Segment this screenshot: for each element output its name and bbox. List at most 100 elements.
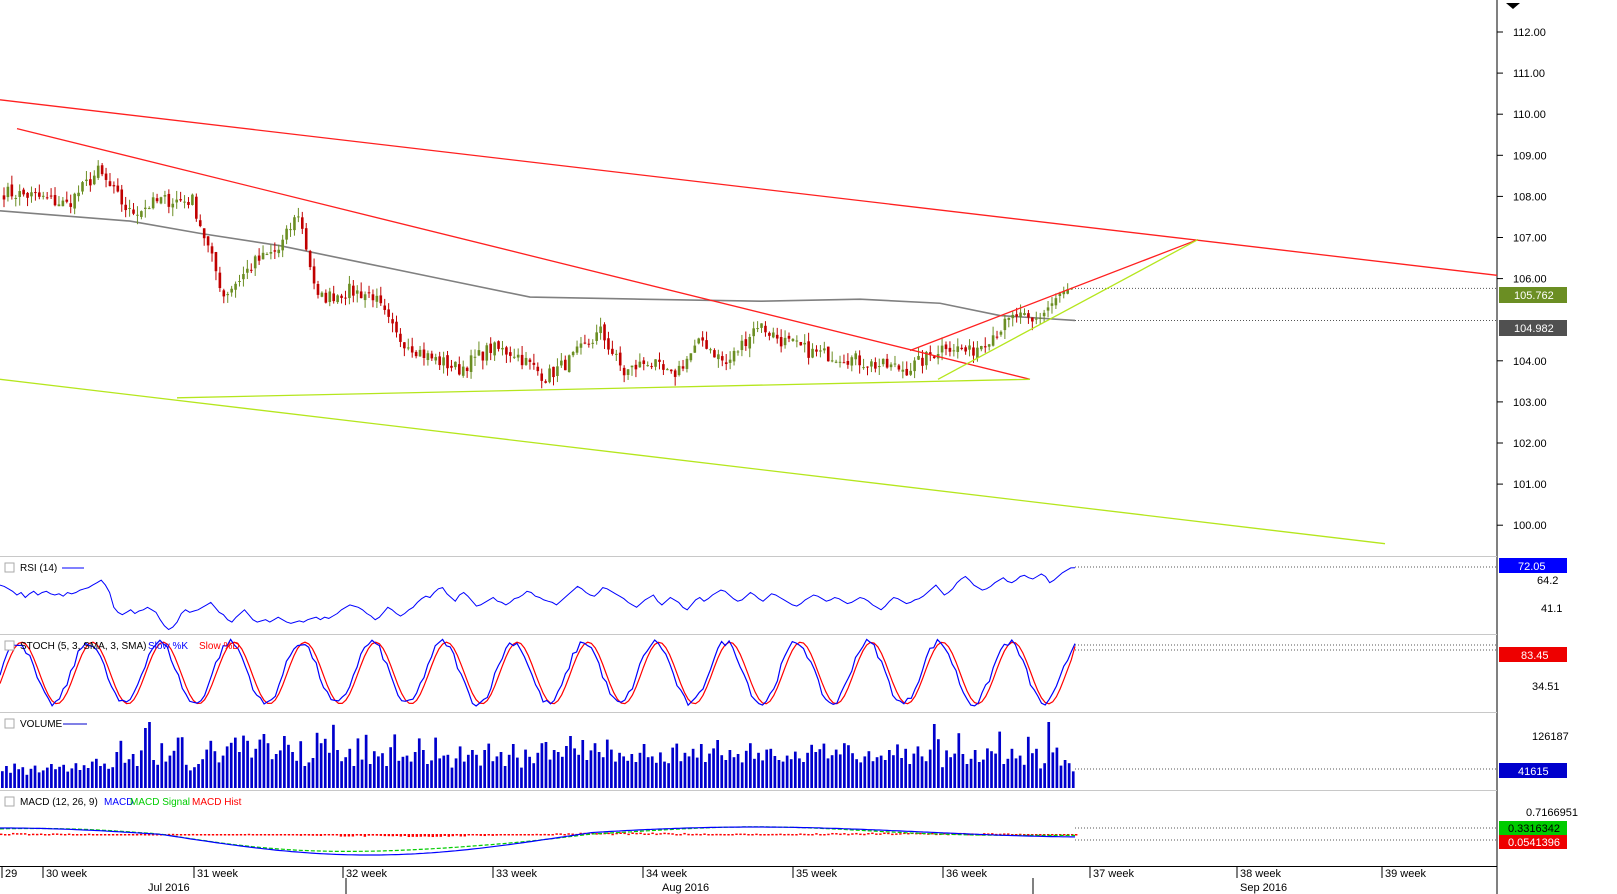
- candle-body: [697, 338, 701, 344]
- candle-body: [626, 369, 630, 375]
- volume-bar: [1026, 736, 1030, 788]
- candle-body: [316, 283, 320, 295]
- volume-bar: [614, 761, 617, 788]
- macd-hist-bar: [983, 833, 986, 835]
- macd-hist-bar: [1047, 834, 1050, 836]
- candle-body: [929, 352, 932, 356]
- volume-bar: [785, 755, 789, 788]
- macd-hist-bar: [79, 834, 83, 836]
- candle-body: [352, 285, 355, 296]
- macd-hist-bar: [919, 832, 922, 835]
- macd-hist-bar: [871, 832, 874, 835]
- candle-body: [422, 349, 426, 358]
- volume-legend[interactable]: VOLUME: [4, 718, 87, 730]
- candle-body: [991, 335, 995, 346]
- candle-body: [669, 369, 673, 372]
- volume-bar: [638, 752, 642, 788]
- volume-bar: [340, 761, 343, 788]
- volume-bar: [532, 763, 536, 788]
- candle-body: [744, 339, 748, 347]
- macd-signal-badge: 0.3316342: [1499, 821, 1567, 835]
- macd-hist-bar: [407, 834, 411, 838]
- candle-body: [116, 185, 120, 192]
- candle-body: [736, 351, 740, 353]
- macd-hist-bar: [243, 834, 247, 836]
- volume-bar: [299, 741, 303, 788]
- volume-bar: [589, 750, 593, 788]
- candle-body: [944, 344, 948, 350]
- volume-bar: [520, 767, 523, 788]
- candle-body: [870, 361, 873, 367]
- macd-hist-bar: [191, 833, 195, 836]
- volume-value: 41615: [1518, 766, 1549, 778]
- macd-hist-bar: [751, 834, 754, 836]
- candle-body: [85, 179, 88, 182]
- candle-body: [1031, 317, 1034, 322]
- macd-hist-bar: [167, 833, 171, 836]
- volume-bar: [671, 747, 675, 788]
- macd-hist-bar: [699, 834, 702, 836]
- volume-bar: [5, 766, 8, 788]
- candle-body: [1034, 318, 1038, 320]
- macd-hist-bar: [235, 834, 239, 836]
- macd-hist-bar: [771, 833, 774, 836]
- chevron-down-icon[interactable]: [1506, 3, 1520, 9]
- volume-bar: [33, 765, 37, 788]
- volume-bar: [659, 752, 662, 788]
- candle-body: [567, 355, 571, 373]
- candle-body: [622, 367, 626, 376]
- candle-body: [760, 323, 763, 328]
- volume-bar: [642, 744, 646, 788]
- volume-bar: [691, 748, 695, 788]
- volume-bar: [618, 752, 621, 788]
- candle-body: [787, 335, 791, 339]
- macd-hist-bar: [275, 834, 279, 836]
- candle-body: [897, 365, 901, 370]
- macd-hist-bar: [311, 834, 315, 836]
- macd-hist-bar: [755, 833, 758, 836]
- volume-bar: [475, 754, 478, 788]
- macd-hist-bar: [315, 834, 319, 836]
- macd-hist-bar: [367, 834, 371, 836]
- candle-body: [768, 332, 771, 336]
- macd-legend[interactable]: MACD (12, 26, 9) MACD MACD Signal MACD H…: [4, 796, 242, 808]
- candle-body: [249, 269, 253, 271]
- macd-hist-bar: [175, 833, 179, 836]
- rsi-tick: 41.1: [1541, 603, 1562, 615]
- volume-bar: [560, 756, 564, 788]
- macd-hist-bar: [35, 833, 39, 836]
- candle-body: [69, 203, 73, 207]
- macd-hist-bar: [387, 834, 391, 837]
- candle-body: [779, 337, 783, 347]
- stoch-legend[interactable]: STOCH (5, 3, SMA, 3, SMA) Slow %K Slow %…: [4, 640, 240, 652]
- macd-hist-bar: [695, 833, 698, 836]
- volume-bar: [965, 764, 969, 788]
- macd-hist-bar: [743, 833, 746, 836]
- volume-bar: [855, 759, 858, 788]
- macd-hist-bar: [355, 834, 359, 836]
- volume-bar: [977, 762, 981, 788]
- candle-body: [1046, 307, 1050, 311]
- macd-hist-bar: [991, 833, 994, 835]
- macd-hist-bar: [271, 834, 275, 836]
- week-label: 29: [5, 868, 17, 880]
- candle-body: [823, 348, 826, 351]
- candle-body: [909, 370, 912, 375]
- macd-hist-bar: [67, 833, 71, 836]
- macd-hist-bar: [1015, 834, 1018, 836]
- macd-hist-bar: [11, 832, 15, 835]
- macd-hist-bar: [263, 834, 267, 836]
- candle-body: [599, 326, 602, 334]
- macd-hist-bar: [1031, 834, 1034, 836]
- volume-bar: [393, 734, 397, 788]
- macd-hist-bar: [863, 833, 866, 836]
- candle-body: [387, 309, 390, 317]
- macd-hist-bar: [123, 834, 127, 836]
- rsi-legend[interactable]: RSI (14): [4, 562, 84, 574]
- volume-bar: [82, 765, 86, 788]
- candle-body: [548, 368, 551, 383]
- candle-body: [328, 291, 332, 303]
- candle-body: [269, 252, 273, 254]
- volume-bar: [483, 750, 487, 788]
